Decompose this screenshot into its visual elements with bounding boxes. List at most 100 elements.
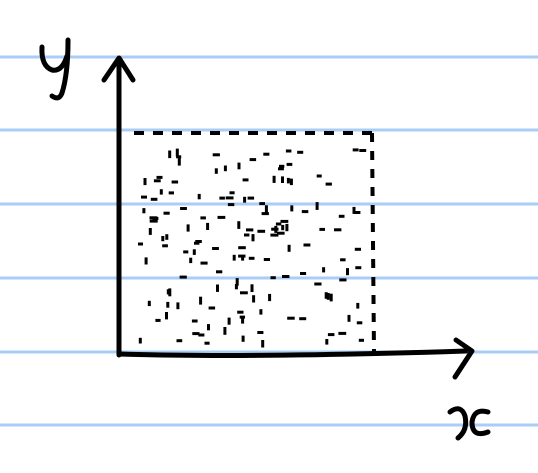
stipple-dot xyxy=(237,162,241,170)
stipple-dot xyxy=(175,148,179,157)
stipple-dot xyxy=(242,178,249,182)
stipple-dot xyxy=(322,267,326,273)
stipple-dot xyxy=(214,168,218,174)
stipple-dot xyxy=(200,216,206,220)
stipple-dot xyxy=(327,333,335,337)
y-axis xyxy=(101,55,136,358)
ruled-lines xyxy=(0,55,538,427)
stipple-dot xyxy=(246,228,254,232)
stipple-dot xyxy=(257,331,264,334)
stipple-dot xyxy=(286,177,290,184)
stipple-dot xyxy=(299,317,307,321)
stipple-dot xyxy=(270,233,279,237)
stipple-dot xyxy=(165,234,169,240)
stipple-dot xyxy=(280,219,289,223)
stipple-dot xyxy=(281,224,285,231)
stipple-dot xyxy=(200,261,208,265)
stipple-dot xyxy=(237,221,241,229)
stipple-dot xyxy=(329,293,333,302)
stipple-dot xyxy=(334,228,342,232)
stipple-dot xyxy=(195,240,202,243)
stipple-dot xyxy=(359,149,367,152)
stipple-dot xyxy=(241,255,245,261)
stipple-dot xyxy=(192,332,200,336)
stipple-dot xyxy=(186,224,190,232)
stipple-dot xyxy=(142,208,146,214)
stipple-dot xyxy=(250,284,254,292)
stipple-dot xyxy=(180,207,187,210)
stipple-dot xyxy=(314,282,322,286)
stipple-dot xyxy=(244,233,250,237)
stipple-dot xyxy=(227,317,231,325)
stipple-dot xyxy=(216,284,219,292)
stipple-dot xyxy=(275,222,282,226)
stipple-dot xyxy=(163,211,170,215)
stipple-dot xyxy=(159,189,163,195)
stipple-dot xyxy=(153,179,161,183)
stipple-dot xyxy=(191,319,198,323)
stipple-dot xyxy=(176,302,180,310)
stipple-dot xyxy=(301,210,309,214)
x-axis-label-glyph xyxy=(447,406,491,441)
stipple-dot xyxy=(272,175,276,183)
stipple-dot xyxy=(352,206,356,214)
stipple-dot xyxy=(212,247,219,250)
stipple-dot xyxy=(338,331,347,335)
stipple-dot xyxy=(297,150,304,154)
stipple-dot xyxy=(171,180,179,184)
stipple-dot xyxy=(285,223,289,232)
stipple-dot xyxy=(147,300,151,307)
stipple-dot xyxy=(286,162,293,166)
stipple-dot xyxy=(197,193,201,200)
stipple-dot xyxy=(259,202,265,206)
stipple-dot xyxy=(259,309,263,315)
stipple-dot xyxy=(149,216,158,220)
stipple-dot xyxy=(257,229,266,233)
stipple-dot xyxy=(241,335,245,342)
stipple-dot xyxy=(239,315,245,319)
stipple-dot xyxy=(274,225,278,233)
stipple-dot xyxy=(194,241,200,245)
stipple-dot xyxy=(285,149,292,153)
stipple-dot xyxy=(277,231,285,235)
stipple-dot xyxy=(176,339,183,343)
stipple-dot xyxy=(358,338,364,342)
stipple-dot xyxy=(248,256,255,260)
stipple-dot xyxy=(189,257,193,264)
stipple-dot xyxy=(241,317,245,324)
stipple-dot xyxy=(148,228,152,235)
stipple-dot xyxy=(138,242,143,246)
y-axis-label-glyph xyxy=(39,37,71,101)
stipple-dot xyxy=(261,212,269,216)
stipple-dot xyxy=(168,150,172,159)
stipple-dot xyxy=(268,293,272,302)
stipple-dot xyxy=(278,167,284,171)
stipple-dot xyxy=(207,324,210,331)
x-axis-label: x xyxy=(468,427,469,429)
stipple-dot xyxy=(354,247,361,251)
stipple-dot xyxy=(290,205,294,212)
stipple-dot xyxy=(216,270,223,274)
stipple-dot xyxy=(303,243,311,247)
stipple-dot xyxy=(225,196,234,200)
stipple-dot xyxy=(325,182,332,186)
stipple-dot xyxy=(161,236,165,242)
stipple-dot xyxy=(206,222,210,230)
stipple-dot xyxy=(155,318,161,322)
stipple-dot xyxy=(264,205,268,213)
stipple-dot xyxy=(229,191,235,195)
stipple-dot xyxy=(340,258,346,262)
stipple-dot xyxy=(238,254,246,258)
stipple-dot xyxy=(177,157,181,166)
stipple-dot xyxy=(204,341,210,345)
stipple-dot xyxy=(300,272,307,275)
dashed-region-border xyxy=(134,131,376,353)
stipple-dot xyxy=(287,316,295,320)
stipple-dot xyxy=(168,191,174,195)
stipple-dot xyxy=(352,148,359,152)
stipple-dot xyxy=(217,215,226,219)
stipple-dot xyxy=(237,310,244,314)
stipple-dot xyxy=(338,214,345,218)
stipple-dot xyxy=(223,165,227,172)
